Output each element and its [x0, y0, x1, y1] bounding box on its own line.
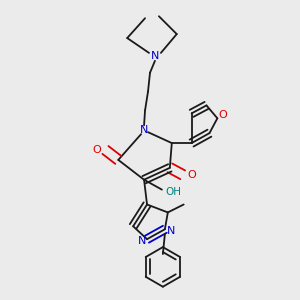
- Text: O: O: [218, 110, 227, 120]
- Text: N: N: [167, 226, 175, 236]
- Text: N: N: [140, 125, 148, 135]
- Text: O: O: [92, 145, 101, 155]
- Text: N: N: [151, 51, 159, 61]
- Text: O: O: [187, 170, 196, 180]
- Text: OH: OH: [166, 187, 182, 196]
- Text: N: N: [138, 236, 146, 246]
